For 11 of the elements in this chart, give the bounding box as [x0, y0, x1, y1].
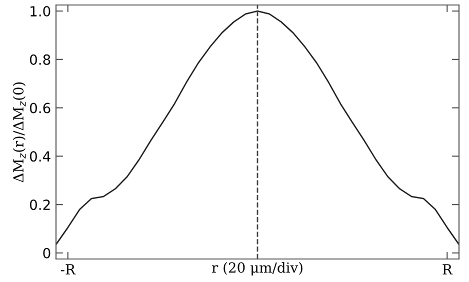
line-series [56, 10, 459, 246]
y-tick-label: 0.2 [30, 200, 50, 210]
y-tick-label: 0.4 [30, 151, 50, 162]
y-tick-label: 0.6 [30, 102, 50, 114]
y-tick-label: 0.8 [30, 54, 50, 65]
x-tick-label: R [442, 264, 453, 274]
y-axis-title: ΔM$_{z}$(r)/ΔM$_{z}$(0) [12, 82, 26, 182]
y-tick-label: 0 [43, 248, 50, 258]
y-tick-label: 1.0 [30, 6, 50, 17]
x-tick-label: -R [60, 264, 76, 274]
x-axis-title: r (20 μm/div) [212, 262, 302, 276]
